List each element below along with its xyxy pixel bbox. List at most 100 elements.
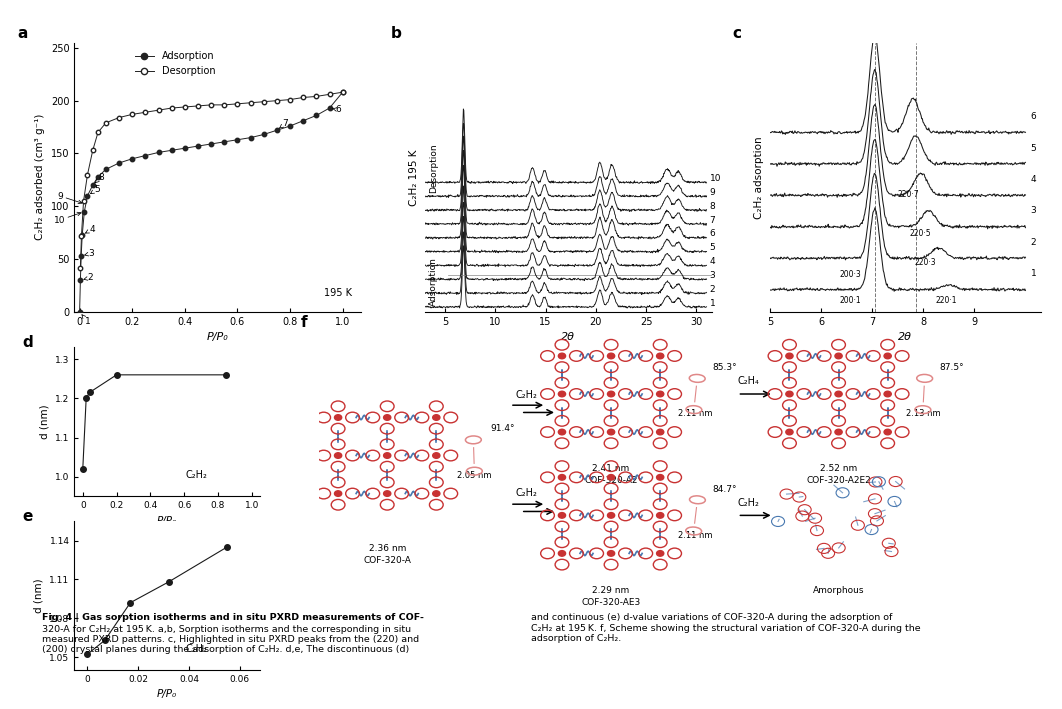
X-axis label: 2θ: 2θ — [898, 333, 912, 342]
Text: 2.05 nm: 2.05 nm — [457, 471, 491, 480]
Text: 195 K: 195 K — [325, 288, 353, 298]
Circle shape — [383, 491, 391, 496]
Text: Adsorption: Adsorption — [429, 257, 438, 306]
Y-axis label: C₂H₂ 195 K: C₂H₂ 195 K — [409, 149, 419, 206]
Circle shape — [559, 513, 566, 518]
Text: COF-320-AE3: COF-320-AE3 — [582, 598, 640, 607]
Y-axis label: C₂H₂ adsorbed (cm³ g⁻¹): C₂H₂ adsorbed (cm³ g⁻¹) — [35, 114, 46, 240]
Text: 200·3: 200·3 — [840, 270, 861, 279]
Circle shape — [884, 429, 891, 435]
Circle shape — [656, 474, 664, 480]
Text: 4: 4 — [709, 257, 715, 266]
Circle shape — [559, 474, 566, 480]
Circle shape — [432, 491, 440, 496]
Circle shape — [884, 353, 891, 359]
Text: 8: 8 — [96, 172, 104, 183]
Text: 7: 7 — [279, 119, 288, 128]
Text: 2.11 nm: 2.11 nm — [679, 409, 713, 418]
Y-axis label: d (nm): d (nm) — [34, 579, 44, 613]
Circle shape — [835, 353, 842, 359]
Text: e: e — [22, 509, 33, 524]
Circle shape — [432, 453, 440, 458]
Circle shape — [335, 415, 342, 420]
Text: C₂H₂: C₂H₂ — [186, 471, 208, 481]
Text: 4: 4 — [1030, 175, 1037, 184]
Text: 6: 6 — [709, 230, 716, 238]
Circle shape — [656, 551, 664, 556]
Circle shape — [559, 429, 566, 435]
Circle shape — [432, 415, 440, 420]
Circle shape — [786, 391, 793, 397]
Circle shape — [656, 391, 664, 397]
Circle shape — [559, 391, 566, 397]
Text: 2: 2 — [709, 285, 715, 294]
Text: 2.52 nm: 2.52 nm — [820, 464, 857, 473]
Text: 2.11 nm: 2.11 nm — [679, 531, 713, 540]
Text: 6: 6 — [1030, 112, 1037, 121]
Text: 3: 3 — [1030, 206, 1037, 216]
Text: 5: 5 — [709, 243, 716, 252]
Text: 7: 7 — [709, 216, 716, 225]
Circle shape — [607, 551, 615, 556]
Text: 220·1: 220·1 — [936, 296, 957, 305]
Text: C₂H₂: C₂H₂ — [516, 390, 537, 400]
Text: 1: 1 — [82, 315, 91, 326]
Circle shape — [607, 474, 615, 480]
Circle shape — [559, 551, 566, 556]
Text: 1: 1 — [709, 298, 716, 308]
Circle shape — [383, 415, 391, 420]
Circle shape — [835, 429, 842, 435]
Text: 87.5°: 87.5° — [940, 363, 964, 372]
Text: b: b — [391, 26, 401, 41]
Text: 3: 3 — [709, 271, 716, 280]
Text: 2.36 nm: 2.36 nm — [369, 544, 406, 552]
Text: C₂H₄: C₂H₄ — [737, 376, 759, 386]
Text: 320-A for C₂H₂ at 195 K. a,b, Sorption isotherms and the corresponding in situ
m: 320-A for C₂H₂ at 195 K. a,b, Sorption i… — [42, 625, 419, 654]
X-axis label: P/P₀: P/P₀ — [157, 689, 177, 699]
Circle shape — [335, 491, 342, 496]
Text: Amorphous: Amorphous — [812, 586, 864, 595]
Text: C₂H₂: C₂H₂ — [516, 489, 537, 498]
Text: 5: 5 — [90, 184, 100, 194]
Text: C₂H₂: C₂H₂ — [186, 644, 208, 654]
Text: 220·7: 220·7 — [897, 191, 919, 199]
Circle shape — [786, 353, 793, 359]
Circle shape — [656, 513, 664, 518]
Text: 5: 5 — [1030, 143, 1037, 152]
X-axis label: 2θ: 2θ — [561, 333, 576, 342]
Text: 220·5: 220·5 — [910, 228, 931, 238]
Text: COF-320-A2E2: COF-320-A2E2 — [806, 476, 871, 485]
Text: 85.3°: 85.3° — [713, 363, 737, 372]
Text: 8: 8 — [709, 201, 716, 211]
Text: 1: 1 — [1030, 269, 1037, 279]
Text: a: a — [17, 26, 28, 41]
Text: 220·3: 220·3 — [915, 258, 937, 267]
Circle shape — [335, 453, 342, 458]
Text: Fig. 4 | Gas sorption isotherms and in situ PXRD measurements of COF-: Fig. 4 | Gas sorption isotherms and in s… — [42, 613, 425, 623]
Text: and continuous (e) d-value variations of COF-320-A during the adsorption of
C₂H₂: and continuous (e) d-value variations of… — [531, 613, 921, 643]
Text: COF-320-A2: COF-320-A2 — [584, 476, 638, 485]
Circle shape — [607, 429, 615, 435]
Text: 9: 9 — [57, 191, 82, 203]
Text: C₂H₂: C₂H₂ — [737, 498, 759, 508]
Y-axis label: d (nm): d (nm) — [39, 405, 50, 439]
Text: 84.7°: 84.7° — [713, 485, 737, 494]
Text: 2: 2 — [1030, 238, 1037, 247]
Circle shape — [884, 391, 891, 397]
Text: 2.13 nm: 2.13 nm — [907, 409, 941, 418]
Circle shape — [656, 353, 664, 359]
Circle shape — [835, 391, 842, 397]
Text: 6: 6 — [332, 105, 341, 114]
Text: f: f — [301, 315, 307, 330]
Text: 9: 9 — [709, 188, 716, 197]
Text: Desorption: Desorption — [429, 144, 438, 194]
Y-axis label: C₂H₂ adsorption: C₂H₂ adsorption — [754, 136, 765, 218]
Circle shape — [559, 353, 566, 359]
Text: 2.41 nm: 2.41 nm — [593, 464, 630, 473]
Text: 91.4°: 91.4° — [491, 425, 515, 433]
Circle shape — [607, 391, 615, 397]
X-axis label: P/P₀: P/P₀ — [157, 515, 177, 525]
Text: 2.29 nm: 2.29 nm — [593, 586, 630, 595]
Text: 10: 10 — [54, 212, 81, 225]
Text: 2: 2 — [84, 273, 93, 282]
